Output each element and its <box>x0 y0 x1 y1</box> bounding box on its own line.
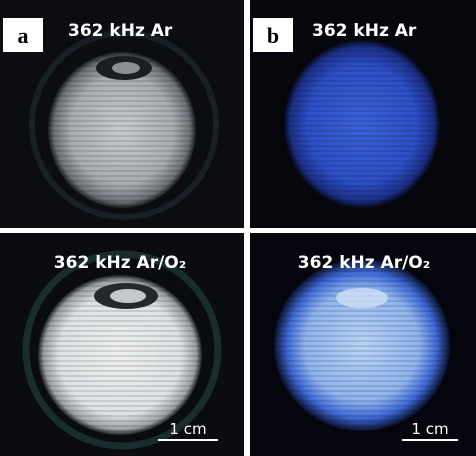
label-box <box>3 18 43 52</box>
panel-d <box>250 233 476 456</box>
label-box <box>253 18 293 52</box>
panel-c <box>0 233 244 456</box>
panel-caption: 362 kHz Ar/O₂ <box>54 253 186 273</box>
panel-caption: 362 kHz Ar <box>68 21 173 41</box>
panel-caption: 362 kHz Ar/O₂ <box>298 253 430 273</box>
scale-bar-label: 1 cm <box>169 420 206 438</box>
panel-label: b <box>267 23 279 48</box>
panel-label: a <box>18 23 29 48</box>
panel-a <box>0 0 244 228</box>
panel-caption: 362 kHz Ar <box>312 21 417 41</box>
scale-bar-label: 1 cm <box>411 420 448 438</box>
